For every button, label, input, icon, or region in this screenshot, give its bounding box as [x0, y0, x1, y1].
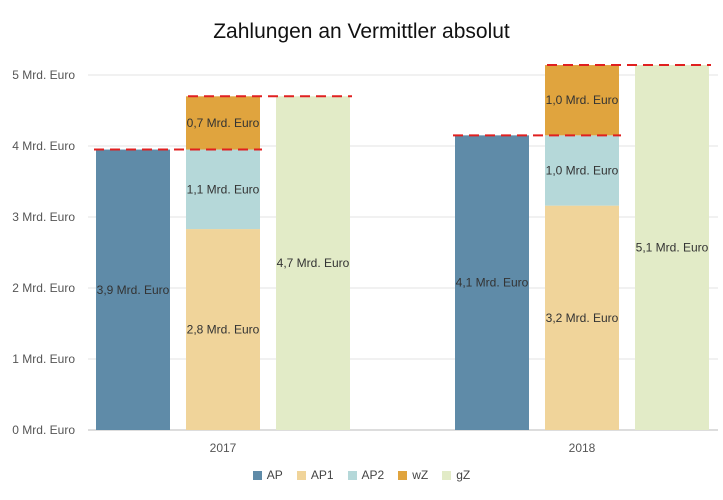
bar-label-ap: 4,1 Mrd. Euro — [456, 276, 529, 290]
legend-label: gZ — [456, 468, 471, 482]
y-tick-label: 0 Mrd. Euro — [12, 423, 75, 437]
y-tick-label: 2 Mrd. Euro — [12, 281, 75, 295]
bar-ap1 — [545, 205, 619, 430]
bar-wz — [545, 65, 619, 136]
bar-ap2 — [545, 135, 619, 206]
legend-item: AP — [252, 468, 283, 482]
bar-label-ap1: 2,8 Mrd. Euro — [187, 323, 260, 337]
x-tick-label: 2017 — [210, 441, 237, 455]
legend-label: wZ — [412, 468, 429, 482]
bar-label-wz: 0,7 Mrd. Euro — [187, 116, 260, 130]
bar-ap2 — [186, 149, 260, 230]
bar-label-ap1: 3,2 Mrd. Euro — [546, 311, 619, 325]
x-tick-label: 2018 — [569, 441, 596, 455]
legend-label: AP — [266, 468, 283, 482]
y-tick-label: 4 Mrd. Euro — [12, 139, 75, 153]
y-tick-label: 1 Mrd. Euro — [12, 352, 75, 366]
legend-swatch — [398, 470, 408, 480]
legend-swatch — [252, 470, 262, 480]
bar-label-ap2: 1,0 Mrd. Euro — [546, 163, 619, 177]
bar-gz — [276, 96, 350, 431]
legend-swatch — [296, 470, 306, 480]
bar-label-gz: 4,7 Mrd. Euro — [277, 256, 350, 270]
bar-label-wz: 1,0 Mrd. Euro — [546, 93, 619, 107]
legend: AP AP1 AP2 wZ gZ — [0, 468, 723, 482]
legend-label: AP1 — [310, 468, 334, 482]
bar-label-ap2: 1,1 Mrd. Euro — [187, 182, 260, 196]
bar-wz — [186, 96, 260, 150]
legend-label: AP2 — [361, 468, 385, 482]
legend-swatch — [347, 470, 357, 480]
bar-gz — [635, 65, 709, 430]
y-tick-label: 3 Mrd. Euro — [12, 210, 75, 224]
bar-ap1 — [186, 229, 260, 430]
legend-item: AP1 — [296, 468, 334, 482]
legend-item: gZ — [442, 468, 470, 482]
bar-ap — [455, 135, 529, 430]
bar-label-gz: 5,1 Mrd. Euro — [636, 241, 709, 255]
bar-ap — [96, 149, 170, 431]
legend-swatch — [442, 470, 452, 480]
chart-title: Zahlungen an Vermittler absolut — [213, 20, 510, 43]
y-tick-label: 5 Mrd. Euro — [12, 68, 75, 82]
bar-label-ap: 3,9 Mrd. Euro — [97, 283, 170, 297]
legend-item: AP2 — [347, 468, 385, 482]
legend-item: wZ — [398, 468, 428, 482]
